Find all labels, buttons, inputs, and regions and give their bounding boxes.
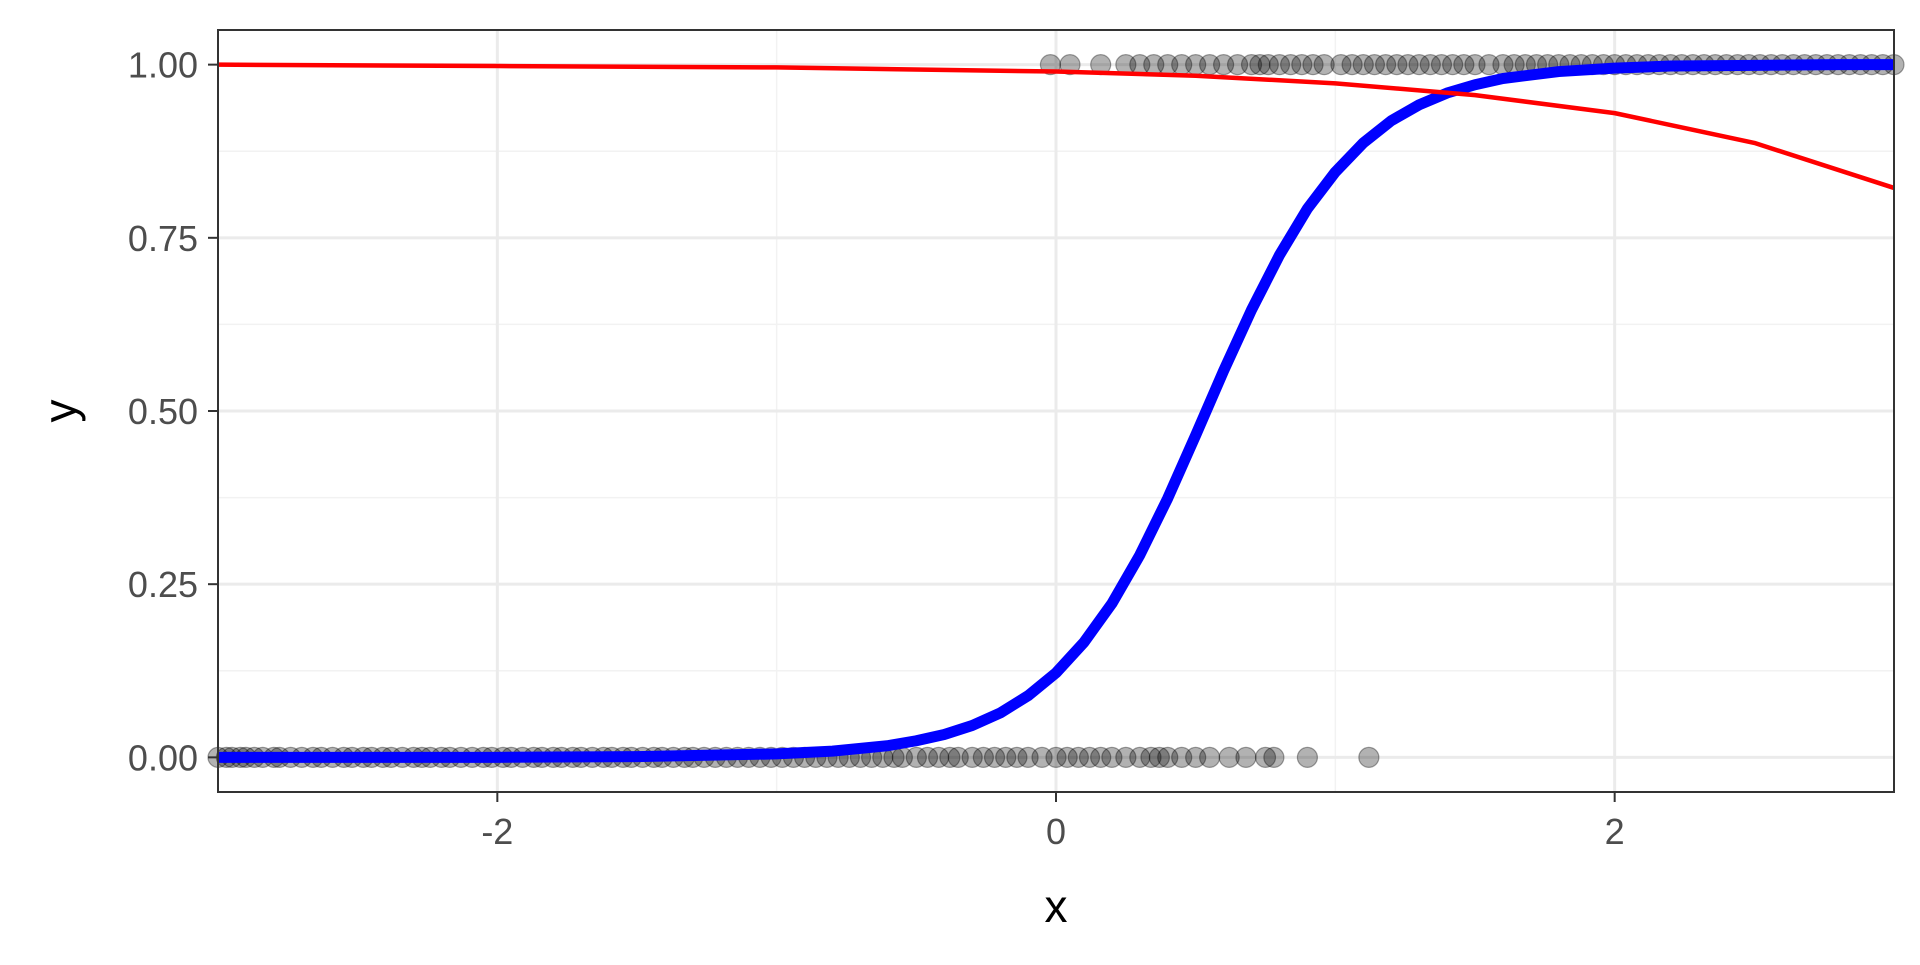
y-axis-title: y	[34, 400, 86, 423]
x-tick-label: 2	[1605, 811, 1625, 852]
data-point	[1090, 746, 1112, 768]
data-point	[905, 746, 927, 768]
data-point	[1358, 746, 1380, 768]
data-point	[1017, 746, 1039, 768]
data-point	[939, 746, 961, 768]
data-point	[1129, 746, 1151, 768]
data-point	[1280, 54, 1302, 76]
data-point	[1408, 54, 1430, 76]
data-point	[1296, 746, 1319, 768]
y-axis-ticks: 0.00 0.25 0.50 0.75 1.00	[128, 45, 218, 778]
data-point	[1363, 54, 1386, 76]
data-point	[1226, 54, 1249, 76]
data-point	[1419, 54, 1441, 76]
data-point	[1341, 54, 1363, 76]
data-point	[1249, 54, 1271, 76]
logistic-fit-line	[218, 59, 1894, 763]
linear-fit-line	[217, 62, 1895, 191]
data-point	[1067, 746, 1089, 768]
data-point	[1397, 54, 1419, 76]
y-tick-label: 0.50	[128, 391, 198, 432]
data-point	[1212, 54, 1235, 76]
data-point	[1185, 746, 1207, 768]
data-point	[1464, 54, 1486, 76]
data-point	[1171, 746, 1193, 768]
x-axis-ticks: -2 0 2	[481, 792, 1625, 852]
data-point	[1140, 746, 1162, 768]
data-point	[1031, 746, 1053, 768]
data-point	[961, 746, 983, 768]
data-point	[1375, 54, 1397, 76]
data-point	[1006, 746, 1028, 768]
data-point	[1302, 54, 1324, 76]
data-point	[1257, 54, 1279, 76]
y-tick-label: 0.25	[128, 564, 198, 605]
data-point	[1056, 746, 1078, 768]
data-point	[947, 746, 969, 768]
data-point	[1268, 54, 1291, 76]
lines-layer	[217, 59, 1895, 763]
data-point	[1478, 54, 1500, 76]
data-point	[1352, 54, 1374, 76]
data-point	[1218, 746, 1240, 768]
data-point	[1240, 54, 1263, 76]
data-point	[1148, 746, 1170, 768]
x-tick-label: 0	[1046, 811, 1066, 852]
data-point	[1254, 746, 1277, 768]
data-point	[1235, 746, 1257, 768]
data-point	[1045, 746, 1067, 768]
y-tick-label: 0.00	[128, 737, 198, 778]
data-point	[1386, 54, 1408, 76]
y-tick-label: 1.00	[128, 45, 198, 86]
data-point	[983, 746, 1006, 768]
x-axis-title: x	[1045, 880, 1068, 932]
data-point	[1263, 746, 1285, 768]
data-point	[972, 746, 994, 768]
y-tick-label: 0.75	[128, 218, 198, 259]
x-tick-label: -2	[481, 811, 513, 852]
data-point	[1157, 746, 1179, 768]
data-point	[1199, 746, 1221, 768]
data-point	[1442, 54, 1464, 76]
data-point	[1330, 54, 1352, 76]
data-point	[1430, 54, 1453, 76]
data-point	[1453, 54, 1475, 76]
data-point	[1078, 746, 1101, 768]
data-point	[916, 746, 939, 768]
data-point	[928, 746, 950, 768]
data-point	[1313, 54, 1335, 76]
data-point	[1291, 54, 1313, 76]
data-point	[1115, 746, 1137, 768]
data-point	[995, 746, 1017, 768]
data-point	[1101, 746, 1123, 768]
